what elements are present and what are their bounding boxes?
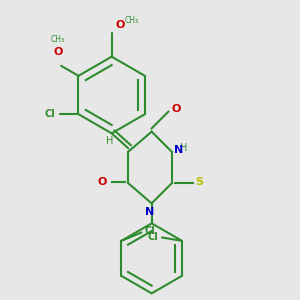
Text: Cl: Cl <box>44 109 55 119</box>
Text: H: H <box>106 136 114 146</box>
Text: O: O <box>53 47 62 58</box>
Text: H: H <box>180 143 188 153</box>
Text: N: N <box>174 145 184 155</box>
Text: O: O <box>172 104 181 114</box>
Text: CH₃: CH₃ <box>125 16 139 25</box>
Text: Cl: Cl <box>148 232 159 242</box>
Text: Cl: Cl <box>145 226 155 236</box>
Text: O: O <box>97 177 107 187</box>
Text: N: N <box>146 207 154 217</box>
Text: CH₃: CH₃ <box>51 35 65 44</box>
Text: O: O <box>115 20 124 30</box>
Text: S: S <box>196 177 204 187</box>
